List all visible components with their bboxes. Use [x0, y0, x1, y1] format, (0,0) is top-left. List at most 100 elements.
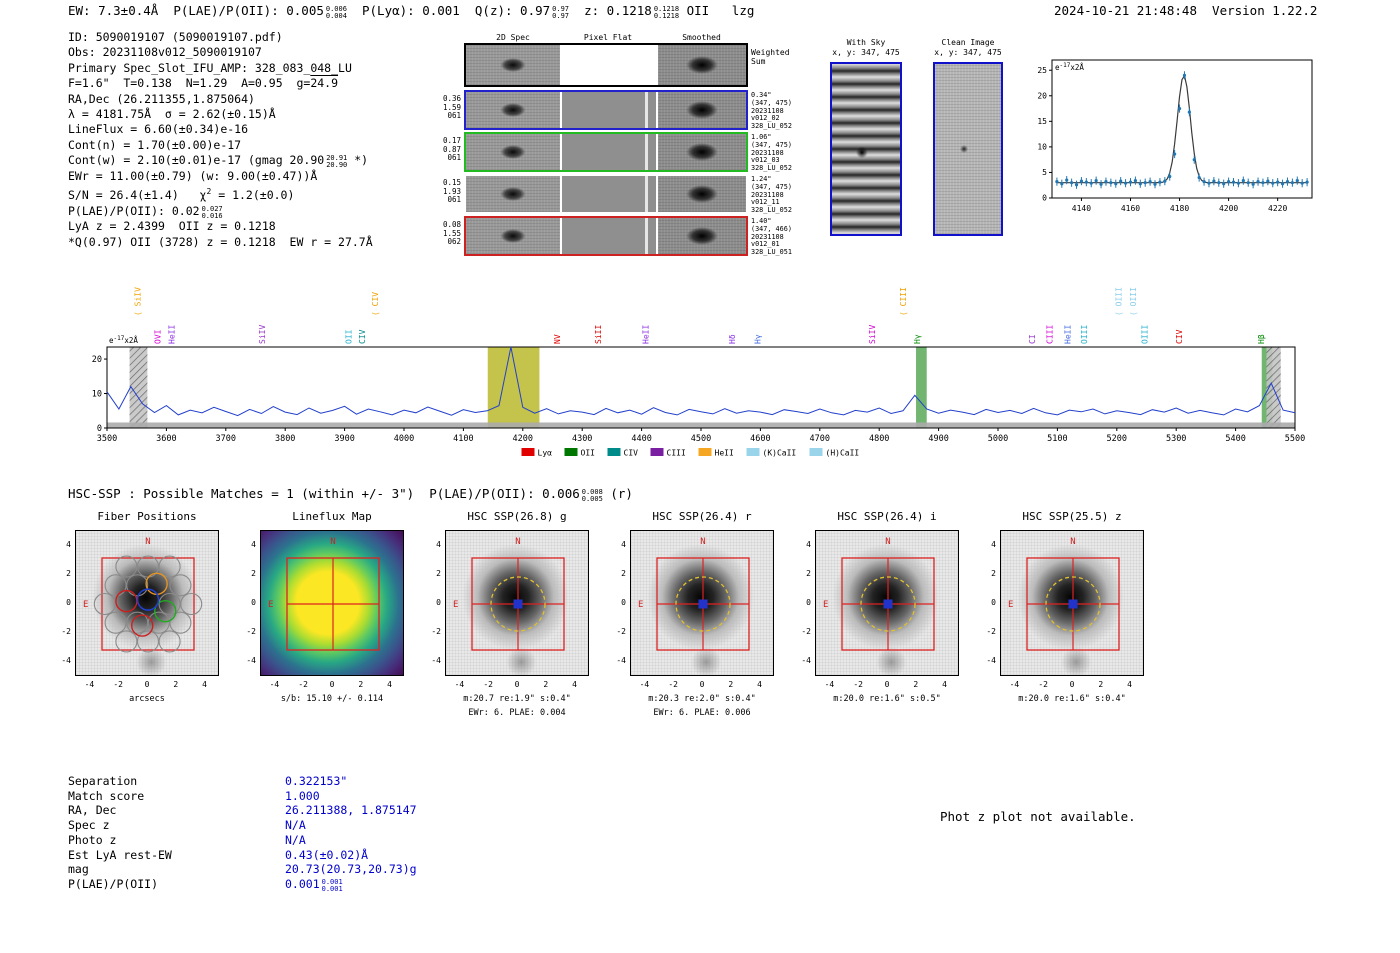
emission-line-label: HeII: [1064, 325, 1073, 344]
text-part: Primary Spec_Slot_IFU_AMP: 328_083_048_L…: [68, 60, 352, 75]
fiber-circle-red: [115, 589, 138, 613]
legend-item-CIV: CIV: [607, 448, 638, 458]
withsky-image: [830, 62, 902, 236]
cutout-overlay: NE: [1008, 537, 1120, 651]
photz-unavailable-note: Phot z plot not available.: [940, 809, 1136, 824]
cutout-overlay: NE: [823, 537, 935, 651]
text-part: P(LAE)/P(OII): 0.02: [68, 203, 200, 218]
main-xtick-label: 3700: [216, 434, 236, 444]
cutout-title: HSC SSP(26.4) r: [652, 510, 752, 523]
legend-label: HeII: [715, 449, 734, 458]
emission-line-label: OIII: [1080, 325, 1089, 344]
row-right-labels: 1.40" (347, 466) 20231108 v012_01 328_LU…: [751, 217, 792, 257]
text-part: 0.001: [285, 876, 320, 891]
zoom-ytick-label: 10: [1037, 142, 1047, 151]
zoom-data-point: [1187, 110, 1191, 114]
zoom-units-annotation: e-17x2Å: [1055, 62, 1084, 72]
x-tick-label: -2: [483, 680, 493, 689]
cutout-caption-1: m:20.0 re:1.6" s:0.4": [1018, 694, 1126, 704]
legend-label: Lyα: [538, 449, 553, 458]
main-xtick-label: 4100: [453, 434, 473, 444]
info-line-4: RA,Dec (26.211355,1.875064): [68, 92, 373, 107]
emission-line-label: HeII: [168, 325, 177, 344]
zoom-gaussian-fit: [1056, 74, 1308, 184]
match-row-label: Est LyA rest-EW: [68, 847, 172, 862]
fiber-circle: [104, 574, 127, 597]
x-tick-label: 0: [514, 680, 520, 689]
zoom-data-point: [1197, 175, 1201, 180]
zoom-data-point: [1133, 179, 1137, 183]
legend-item-Lyα: Lyα: [521, 448, 553, 458]
fiber-circle: [158, 555, 181, 578]
match-row-label: Match score: [68, 788, 145, 803]
zoom-data-point: [1212, 179, 1216, 183]
main-xtick-label: 4500: [691, 434, 711, 444]
spec2d-row-1: [464, 90, 748, 130]
stacked-fraction: 0.027 0.016: [201, 204, 223, 220]
highlight-band: [916, 347, 927, 428]
fiber-circle: [115, 630, 138, 653]
emission-line-label: Hδ: [728, 334, 737, 344]
fiber-circle: [126, 574, 149, 597]
zoom-data-point: [1119, 179, 1123, 183]
legend-item-OII: OII: [564, 448, 595, 458]
info-line-12: LyA z = 2.4399 OII z = 0.1218: [68, 219, 373, 234]
text-part: ID: 5090019107 (5090019107.pdf): [68, 30, 283, 44]
legend-swatch: [698, 448, 712, 456]
main-xtick-label: 4700: [810, 434, 830, 444]
zoom-data-point: [1109, 181, 1113, 185]
x-tick-label: 2: [173, 680, 179, 689]
zoom-data-point: [1123, 181, 1128, 185]
zoom-xtick-label: 4180: [1170, 204, 1189, 213]
emission-line-label: Hβ: [1257, 334, 1266, 344]
error-band: [107, 422, 1295, 428]
cutout-caption-2: EWr: 6. PLAE: 0.004: [468, 708, 566, 718]
text-part: F=1.6" T=0.138 N=1.29 A=0.95 g=: [68, 76, 311, 91]
withsky-xy: x, y: 347, 475: [832, 48, 900, 57]
zoom-data-point: [1295, 179, 1299, 183]
y-tick-label: 4: [621, 539, 626, 549]
row-right-labels: 1.24" (347, 475) 20231108 v012_11 328_LU…: [751, 175, 792, 215]
spec2d-row-4: [464, 216, 748, 256]
text-part: EW: 7.3±0.4Å P(LAE)/P(OII): 0.005: [68, 3, 324, 18]
match-row-label: Photo z: [68, 832, 117, 847]
row-left-values: 0.08 1.55 062: [442, 220, 461, 246]
stacked-fraction: 0.006 0.004: [325, 5, 347, 20]
x-tick-label: 4: [757, 680, 762, 689]
zoom-data-point: [1182, 73, 1187, 77]
main-xtick-label: 4900: [928, 434, 948, 444]
y-tick-label: -4: [61, 656, 71, 666]
y-tick-label: 2: [251, 568, 256, 578]
x-tick-label: 4: [572, 680, 577, 689]
text-part: LineFlux = 6.60(±0.34)e-16: [68, 122, 249, 137]
stacked-fraction: 0.1218 0.1218: [653, 5, 680, 20]
legend-label: (K)CaII: [763, 449, 797, 458]
y-tick-label: -2: [616, 627, 626, 637]
emission-line-label: CIV: [1175, 329, 1184, 344]
zoom-data-point: [1290, 181, 1294, 185]
y-tick-label: 4: [806, 539, 811, 549]
info-line-6: LineFlux = 6.60(±0.34)e-16: [68, 122, 373, 137]
match-row-label: mag: [68, 862, 89, 877]
x-tick-label: -4: [639, 680, 650, 689]
row-pixelflat-image: [562, 218, 656, 254]
info-line-7: Cont(n) = 1.70(±0.00)e-17: [68, 138, 373, 153]
y-tick-label: -2: [431, 627, 441, 637]
zoom-data-point: [1251, 182, 1255, 186]
y-tick-label: -2: [986, 627, 996, 637]
fiber-circle: [169, 611, 192, 634]
zoom-data-point: [1099, 182, 1103, 186]
match-row-value: 0.43(±0.02)Å: [285, 847, 369, 862]
row-pixelflat-image: [562, 134, 656, 170]
row-pixelflat-image: [562, 92, 656, 128]
match-row-value: 0.322153": [285, 774, 348, 788]
compass-east: E: [638, 600, 643, 610]
text-part: OII lzg: [679, 3, 755, 18]
row-smoothed-image: [658, 218, 746, 254]
x-tick-label: -2: [1038, 680, 1048, 689]
zoom-data-point: [1276, 180, 1280, 184]
main-xtick-label: 4300: [572, 434, 592, 444]
col-header-pixelflat: Pixel Flat: [583, 33, 633, 42]
